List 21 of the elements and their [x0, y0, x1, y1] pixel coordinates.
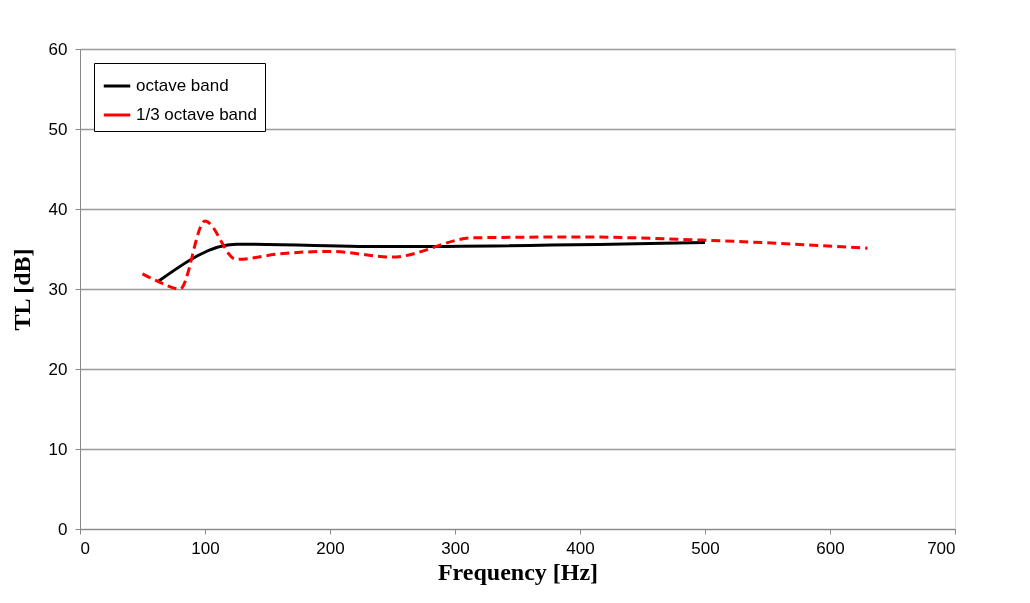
x-tick-label: 500	[691, 538, 720, 558]
x-tick-label: 0	[80, 538, 90, 558]
x-tick-label: 100	[191, 538, 220, 558]
line-series	[157, 241, 707, 283]
y-tick-label: 50	[48, 119, 68, 139]
y-tick-label: 30	[48, 279, 68, 299]
x-tick-label: 700	[927, 538, 956, 558]
y-axis-title: TL [dB]	[8, 248, 35, 331]
x-tick-label: 200	[316, 538, 345, 558]
x-tick-label: 600	[816, 538, 845, 558]
y-tick-label: 10	[48, 439, 68, 459]
legend-label: octave band	[136, 76, 229, 95]
x-axis-title: Frequency [Hz]	[437, 558, 599, 585]
line-series	[141, 219, 869, 291]
x-tick-label: 400	[566, 538, 595, 558]
y-tick-label: 0	[58, 519, 68, 539]
y-tick-label: 60	[48, 39, 68, 59]
legend-label: 1/3 octave band	[136, 105, 257, 124]
y-tick-label: 20	[48, 359, 68, 379]
x-tick-label: 300	[441, 538, 470, 558]
y-tick-label: 40	[48, 199, 68, 219]
